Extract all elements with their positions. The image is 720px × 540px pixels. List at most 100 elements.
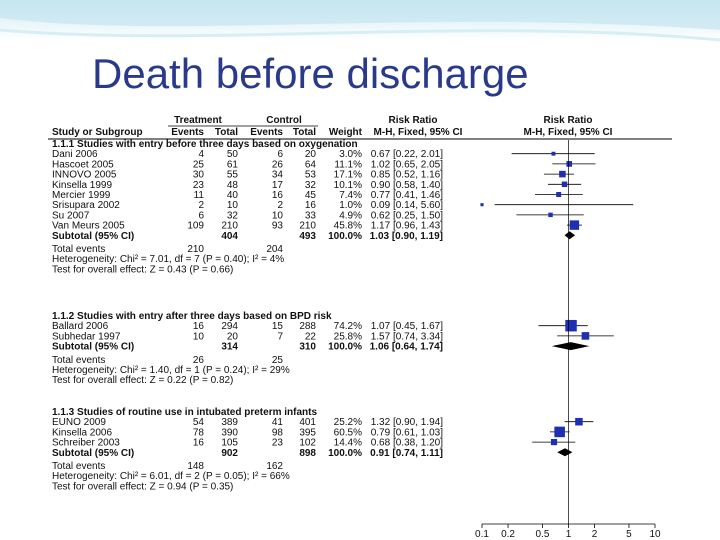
study-total-treatment: 10 [227, 200, 239, 211]
study-weight: 11.1% [334, 159, 362, 170]
heterogeneity-text: Heterogeneity: Chi² = 6.01, df = 2 (P = … [52, 471, 290, 482]
header-total-1: Total [215, 127, 238, 138]
study-total-treatment: 105 [221, 438, 238, 449]
study-total-control: 395 [299, 427, 316, 438]
study-weight: 7.4% [339, 190, 362, 201]
study-ci: 0.85 [0.52, 1.16] [371, 170, 444, 181]
subtotal-diamond [557, 448, 573, 457]
study-total-control: 16 [305, 200, 317, 211]
study-events-treatment: 16 [193, 321, 205, 332]
study-name: Ballard 2006 [52, 321, 109, 332]
header-control: Control [266, 115, 302, 126]
study-weight: 25.8% [334, 331, 362, 342]
study-name: Srisupara 2002 [52, 200, 120, 211]
study-weight: 1.0% [339, 200, 362, 211]
study-name: Schreiber 2003 [52, 438, 120, 449]
subtotal-ci: 1.03 [0.90, 1.19] [370, 231, 443, 242]
study-weight: 14.4% [334, 438, 362, 449]
study-weight: 60.5% [334, 427, 362, 438]
study-ci: 0.68 [0.38, 1.20] [371, 438, 444, 449]
study-events-treatment: 25 [193, 159, 205, 170]
study-events-control: 34 [272, 170, 284, 181]
study-name: EUNO 2009 [52, 417, 106, 428]
study-events-control: 26 [272, 159, 284, 170]
study-effect-marker [480, 203, 484, 207]
study-ci: 1.02 [0.65, 2.05] [371, 159, 444, 170]
study-weight: 25.2% [334, 417, 362, 428]
study-ci: 0.79 [0.61, 1.03] [371, 427, 444, 438]
header-risk-ratio-left: Risk Ratio [389, 115, 438, 126]
study-weight: 4.9% [339, 210, 362, 221]
header-events-2: Events [250, 127, 283, 138]
x-axis-tick-label: 2 [592, 529, 598, 540]
study-total-control: 64 [305, 159, 317, 170]
study-events-treatment: 78 [193, 427, 205, 438]
study-events-control: 7 [277, 331, 283, 342]
header-weight: Weight [329, 127, 363, 138]
subtotal-ci: 1.06 [0.64, 1.74] [370, 342, 443, 353]
study-ci: 1.17 [0.96, 1.43] [371, 221, 444, 232]
study-effect-marker [550, 439, 558, 446]
subtotal-label: Subtotal (95% CI) [52, 342, 134, 353]
subtotal-total-treatment: 314 [221, 342, 238, 353]
subtotal-label: Subtotal (95% CI) [52, 448, 134, 459]
study-events-control: 23 [272, 438, 284, 449]
study-events-control: 10 [272, 210, 284, 221]
study-total-control: 210 [299, 221, 316, 232]
total-events-treatment: 26 [193, 355, 205, 366]
study-total-treatment: 50 [227, 149, 239, 160]
study-total-control: 53 [305, 170, 317, 181]
study-events-treatment: 11 [194, 190, 205, 201]
header-risk-ratio-right: Risk Ratio [544, 115, 593, 126]
subtotal-total-control: 898 [299, 448, 316, 459]
subtotal-total-control: 493 [299, 231, 316, 242]
study-name: Van Meurs 2005 [52, 221, 125, 232]
subgroup-title: 1.1.1 Studies with entry before three da… [52, 139, 358, 150]
study-total-control: 45 [305, 190, 317, 201]
study-total-treatment: 390 [221, 427, 238, 438]
study-effect-marker [554, 426, 565, 438]
study-events-treatment: 2 [198, 200, 204, 211]
study-total-control: 288 [299, 321, 316, 332]
total-events-treatment: 210 [187, 244, 204, 255]
total-events-control: 25 [272, 355, 284, 366]
overall-effect-text: Test for overall effect: Z = 0.94 (P = 0… [52, 481, 233, 492]
subtotal-ci: 0.91 [0.74, 1.11] [370, 448, 443, 459]
study-effect-marker [551, 151, 556, 156]
study-events-treatment: 16 [193, 438, 205, 449]
study-effect-marker [581, 332, 590, 340]
subtotal-weight: 100.0% [328, 231, 362, 242]
heterogeneity-text: Heterogeneity: Chi² = 1.40, df = 1 (P = … [52, 365, 290, 376]
study-ci: 0.77 [0.41, 1.46] [371, 190, 444, 201]
study-events-treatment: 4 [198, 149, 204, 160]
study-events-control: 41 [272, 417, 284, 428]
total-events-control: 162 [266, 461, 283, 472]
header-treatment: Treatment [174, 115, 222, 126]
heterogeneity-text: Heterogeneity: Chi² = 7.01, df = 7 (P = … [52, 254, 284, 265]
study-weight: 74.2% [334, 321, 362, 332]
subtotal-label: Subtotal (95% CI) [52, 231, 134, 242]
study-ci: 1.32 [0.90, 1.94] [371, 417, 444, 428]
study-name: Subhedar 1997 [52, 331, 121, 342]
study-events-control: 93 [272, 221, 284, 232]
study-effect-marker [575, 417, 583, 426]
study-events-control: 98 [272, 427, 284, 438]
header-ci-right: M-H, Fixed, 95% CI [524, 127, 613, 138]
study-total-treatment: 32 [227, 210, 239, 221]
study-name: Mercier 1999 [52, 190, 111, 201]
x-axis-tick-label: 0.5 [536, 529, 550, 540]
subtotal-total-treatment: 404 [221, 231, 238, 242]
subtotal-total-treatment: 902 [221, 448, 238, 459]
header-ci-left: M-H, Fixed, 95% CI [374, 127, 463, 138]
study-total-treatment: 294 [221, 321, 238, 332]
subtotal-weight: 100.0% [328, 448, 362, 459]
study-total-treatment: 389 [221, 417, 238, 428]
study-weight: 10.1% [334, 180, 362, 191]
study-total-control: 33 [305, 210, 317, 221]
study-effect-marker [548, 212, 553, 218]
study-events-treatment: 30 [193, 170, 205, 181]
header-total-2: Total [293, 127, 316, 138]
study-effect-marker [569, 220, 580, 230]
study-effect-marker [561, 181, 568, 188]
